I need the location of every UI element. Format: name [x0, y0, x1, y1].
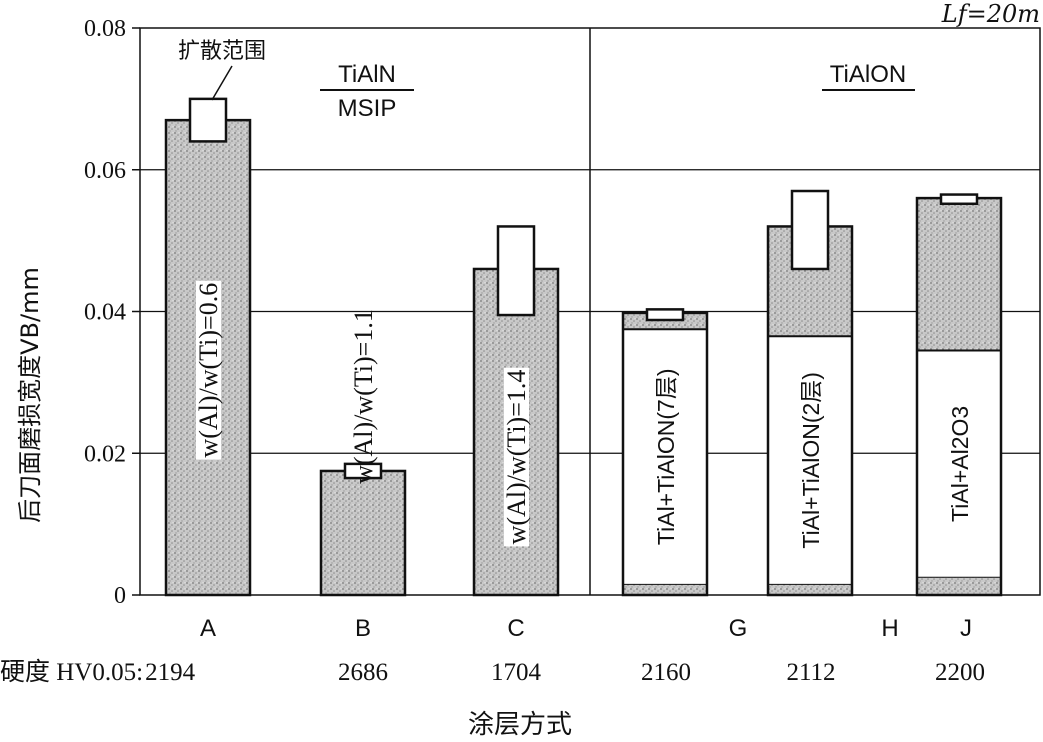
range-box: [496, 225, 536, 317]
bar-middle-layer: [917, 350, 1001, 578]
y-tick-label: 0.02: [84, 441, 126, 467]
bars: w(Al)/w(Ti)=0.6 w(Al)/w(Ti)=1.1 w(Al)/w(Ti…: [164, 97, 1003, 597]
y-tick-label: 0: [114, 583, 126, 609]
hardness-values: 2194 2686 1704 2160 2112 2200: [145, 659, 985, 686]
label-backdrop: [196, 280, 221, 460]
hardness-value: 2686: [338, 659, 388, 686]
category-label-A: A: [200, 615, 216, 642]
bar-inner-label: TiAl+TiAlON(2层): [798, 372, 824, 549]
bar-base-layer: [768, 584, 852, 595]
bar-base-layer: [917, 577, 1001, 595]
bar-top-layer: [917, 198, 1001, 351]
group-label-tialon: TiAlON: [830, 61, 906, 88]
hardness-label: 硬度 HV0.05:: [0, 658, 143, 686]
corner-label: Lf=20m: [941, 0, 1040, 28]
bar-body: [319, 469, 407, 597]
group-label-tialn: TiAlN: [338, 61, 396, 88]
bar-H: TiAl+TiAlON(2层): [766, 189, 854, 597]
axes: [132, 27, 1041, 596]
bar-middle-layer: [623, 329, 707, 585]
range-box: [790, 189, 830, 271]
hardness-value: 2200: [935, 659, 985, 686]
bar-A: w(Al)/w(Ti)=0.6: [164, 97, 252, 597]
x-axis-label: 涂层方式: [468, 710, 572, 740]
group-sublabel-msip: MSIP: [338, 95, 397, 122]
bar-G: TiAl+TiAlON(7层): [621, 308, 709, 597]
y-tick-labels: 0 0.02 0.04 0.06 0.08: [84, 16, 126, 609]
bar-inner-label: w(Al)/w(Ti)=0.6: [194, 283, 223, 458]
hardness-value: 2160: [641, 659, 691, 686]
bar-base-layer: [623, 584, 707, 595]
bar-middle-layer: [768, 336, 852, 585]
y-tick-label: 0.04: [84, 300, 126, 326]
hardness-value: 2112: [786, 659, 835, 686]
y-tick-label: 0.06: [84, 158, 126, 184]
bar-B: w(Al)/w(Ti)=1.1: [319, 309, 407, 597]
category-label-B: B: [355, 615, 371, 642]
category-label-C: C: [507, 615, 524, 642]
bar-C: w(Al)/w(Ti)=1.4: [472, 225, 560, 597]
range-box: [645, 308, 685, 322]
range-box: [343, 462, 383, 480]
scatter-range-label: 扩散范围: [178, 39, 266, 64]
bar-inner-label: TiAl+Al2O3: [947, 406, 973, 522]
bar-inner-label: w(Al)/w(Ti)=1.1: [349, 309, 378, 484]
category-label-G: G: [729, 615, 748, 642]
range-box: [188, 97, 228, 143]
label-backdrop: [504, 367, 529, 547]
y-axis-label: 后刀面磨损宽度VB/mm: [16, 267, 44, 523]
y-tick-label: 0.08: [84, 16, 126, 42]
bar-inner-label: w(Al)/w(Ti)=1.4: [502, 370, 531, 545]
range-box: [939, 193, 979, 206]
category-label-J: J: [960, 615, 972, 642]
category-label-H: H: [881, 615, 898, 642]
bar-J: TiAl+Al2O3: [915, 193, 1003, 597]
scatter-range-leader: [211, 65, 233, 101]
bar-inner-label: TiAl+TiAlON(7层): [653, 369, 679, 546]
hardness-value: 1704: [491, 659, 542, 686]
hardness-value: 2194: [145, 659, 196, 686]
